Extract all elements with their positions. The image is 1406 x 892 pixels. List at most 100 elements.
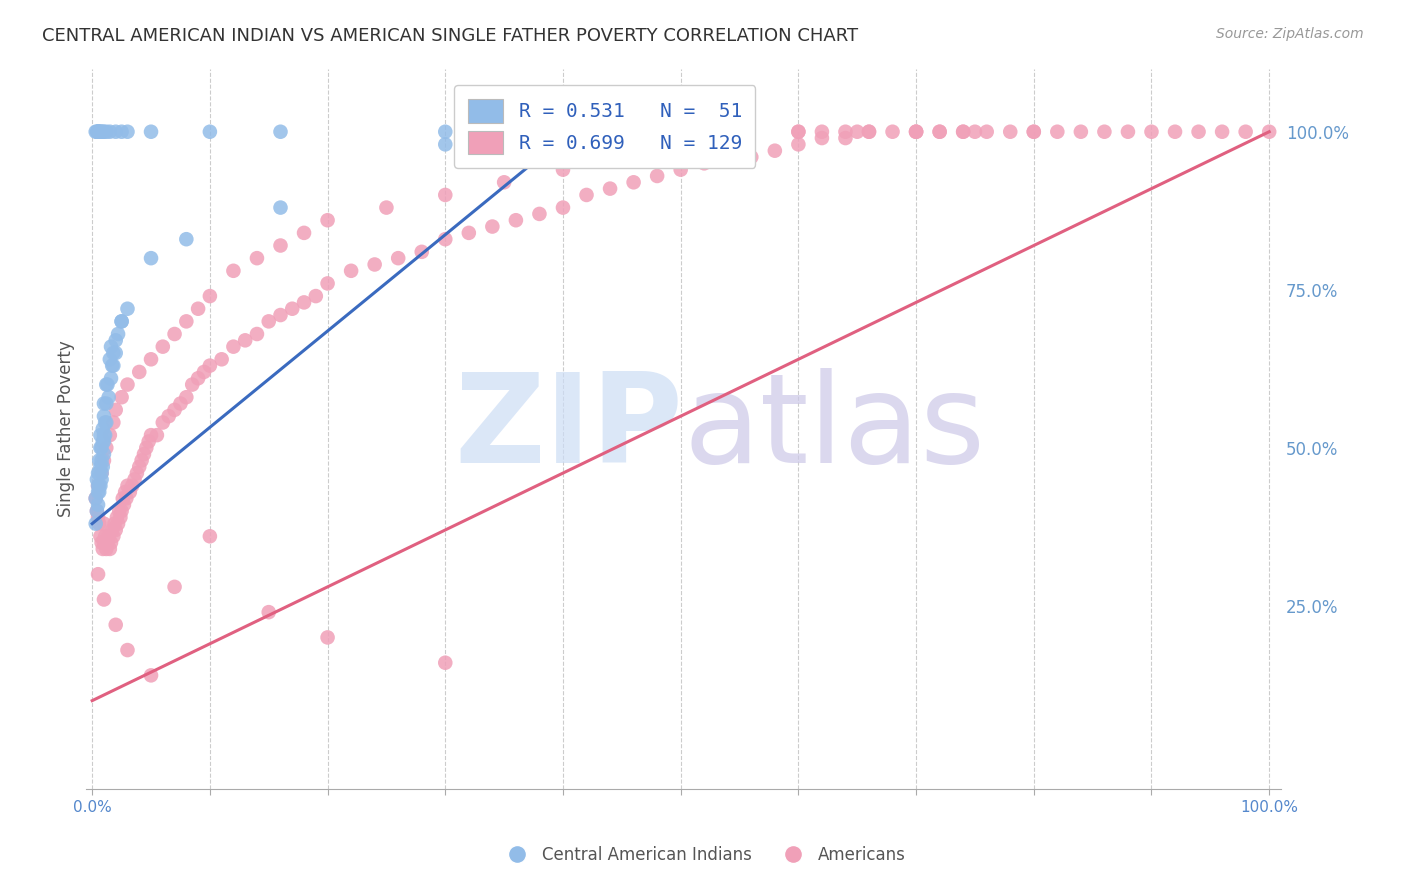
Point — [193, 365, 215, 379]
Point — [93, 535, 115, 549]
Point — [176, 390, 198, 404]
Point — [103, 529, 125, 543]
Point — [740, 150, 762, 164]
Point — [89, 479, 111, 493]
Point — [139, 125, 162, 139]
Point — [84, 125, 107, 139]
Point — [90, 535, 112, 549]
Point — [139, 428, 162, 442]
Point — [87, 498, 110, 512]
Point — [87, 466, 110, 480]
Point — [834, 125, 856, 139]
Point — [96, 125, 118, 139]
Point — [90, 441, 112, 455]
Point — [623, 175, 645, 189]
Point — [434, 188, 457, 202]
Point — [104, 346, 127, 360]
Point — [316, 213, 339, 227]
Point — [787, 125, 810, 139]
Point — [717, 150, 740, 164]
Point — [87, 125, 110, 139]
Point — [108, 504, 131, 518]
Point — [93, 428, 115, 442]
Point — [89, 516, 111, 531]
Point — [905, 125, 928, 139]
Point — [93, 125, 115, 139]
Point — [292, 226, 315, 240]
Point — [1164, 125, 1187, 139]
Point — [529, 207, 551, 221]
Point — [110, 125, 132, 139]
Point — [1140, 125, 1163, 139]
Point — [93, 516, 115, 531]
Point — [1022, 125, 1045, 139]
Point — [86, 472, 108, 486]
Point — [110, 510, 132, 524]
Point — [93, 447, 115, 461]
Point — [976, 125, 998, 139]
Point — [811, 125, 834, 139]
Point — [305, 289, 328, 303]
Point — [187, 371, 209, 385]
Point — [125, 466, 148, 480]
Point — [811, 131, 834, 145]
Point — [107, 326, 129, 341]
Point — [669, 137, 692, 152]
Point — [100, 340, 122, 354]
Point — [163, 402, 186, 417]
Point — [669, 162, 692, 177]
Point — [834, 131, 856, 145]
Point — [104, 402, 127, 417]
Point — [270, 201, 292, 215]
Point — [84, 491, 107, 506]
Point — [163, 326, 186, 341]
Point — [1046, 125, 1069, 139]
Point — [281, 301, 304, 316]
Point — [118, 485, 141, 500]
Point — [89, 459, 111, 474]
Point — [1000, 125, 1022, 139]
Point — [103, 416, 125, 430]
Point — [117, 301, 139, 316]
Point — [86, 125, 108, 139]
Point — [117, 479, 139, 493]
Point — [89, 125, 111, 139]
Point — [86, 504, 108, 518]
Point — [222, 264, 245, 278]
Point — [103, 346, 125, 360]
Point — [575, 188, 598, 202]
Point — [104, 125, 127, 139]
Point — [84, 491, 107, 506]
Point — [246, 251, 269, 265]
Point — [599, 181, 621, 195]
Point — [96, 441, 118, 455]
Point — [882, 125, 904, 139]
Point — [114, 485, 136, 500]
Point — [222, 340, 245, 354]
Point — [1070, 125, 1092, 139]
Point — [98, 352, 121, 367]
Point — [411, 244, 433, 259]
Point — [316, 631, 339, 645]
Point — [963, 125, 986, 139]
Point — [94, 416, 117, 430]
Point — [551, 162, 574, 177]
Point — [90, 472, 112, 486]
Point — [105, 510, 128, 524]
Point — [1116, 125, 1139, 139]
Point — [858, 125, 880, 139]
Point — [90, 466, 112, 480]
Point — [157, 409, 180, 424]
Point — [340, 264, 363, 278]
Point — [104, 523, 127, 537]
Point — [128, 459, 150, 474]
Point — [93, 434, 115, 449]
Point — [198, 125, 221, 139]
Point — [90, 453, 112, 467]
Point — [110, 314, 132, 328]
Point — [124, 472, 146, 486]
Point — [87, 125, 110, 139]
Point — [89, 529, 111, 543]
Point — [91, 422, 114, 436]
Point — [505, 213, 527, 227]
